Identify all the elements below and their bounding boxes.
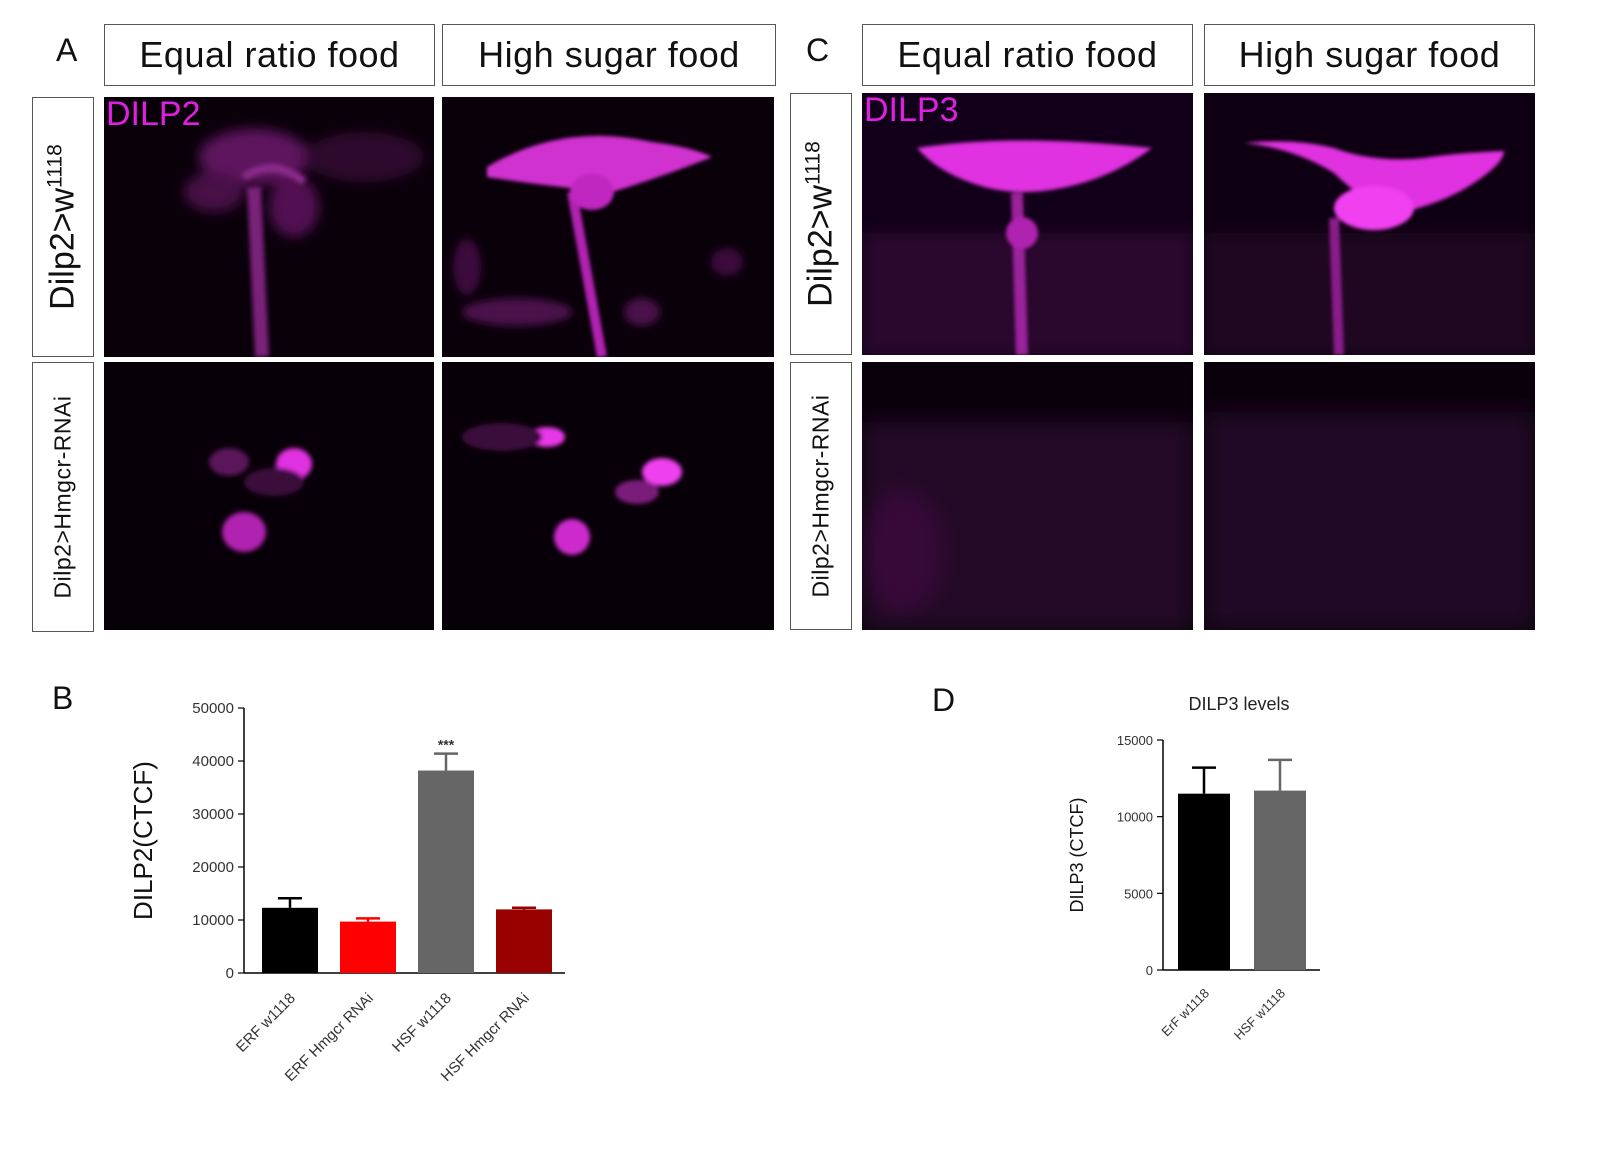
y-tick-label: 5000 [1124,886,1153,901]
x-tick-label: ErF w1118 [1158,986,1212,1040]
row-label-control: Dilp2>w [801,184,840,307]
y-axis-label: DILP2(CTCF) [128,761,158,920]
y-tick-label: 40000 [192,753,234,770]
micrograph-dilp2-rnai-erf [104,362,434,630]
y-tick-label: 0 [226,965,234,982]
row-label-control-superscript: 1118 [43,144,67,188]
bar [418,770,474,973]
chart-b-group: 0 10000 20000 30000 40000 50000 DILP2(CTCF) ERF… [128,700,565,1085]
panel-letter-c: C [806,32,830,68]
y-tick-label: 10000 [1117,810,1153,825]
bar [496,909,552,973]
y-axis-label: DILP3 (CTCF) [1067,797,1087,912]
y-tick-label: 15000 [1117,733,1153,748]
panel-letter-d: D [932,682,956,718]
chart-d-group: 0 5000 10000 15000 DILP3 (CTCF) DILP3 levels E… [1067,694,1320,1043]
row-header-rnai-a: Dilp2>Hmgcr-RNAi [32,362,94,632]
chart-title: DILP3 levels [1188,694,1289,714]
y-tick-label: 50000 [192,700,234,717]
panel-letter-a: A [56,32,78,68]
column-header-equal-ratio-a: Equal ratio food [104,24,435,86]
column-header-high-sugar-c: High sugar food [1204,24,1535,86]
y-tick-label: 10000 [192,912,234,929]
x-tick-label: HSF w1118 [1231,986,1288,1043]
micrograph-dilp3-control-erf: DILP3 [862,93,1193,355]
panel-letter-b: B [52,680,74,716]
micrograph-dilp3-rnai-hsf [1204,362,1535,630]
row-label-control-superscript: 1118 [801,141,825,185]
column-header-equal-ratio-c: Equal ratio food [862,24,1193,86]
x-tick-label: HSF w1118 [389,990,455,1056]
bar [1254,790,1306,970]
significance-label: *** [438,737,455,753]
row-header-rnai-c: Dilp2>Hmgcr-RNAi [790,362,852,630]
bar [340,921,396,973]
micrograph-dilp2-control-hsf [442,97,774,357]
micrograph-dilp3-rnai-erf [862,362,1193,630]
row-label-rnai: Dilp2>Hmgcr-RNAi [807,394,834,598]
stain-label-dilp3: DILP3 [864,93,959,129]
x-tick-label: ERF Hmgcr RNAi [282,990,377,1085]
x-tick-label: HSF Hmgcr RNAi [438,990,533,1085]
row-label-rnai: Dilp2>Hmgcr-RNAi [49,395,76,599]
bar [1178,793,1230,970]
stain-label-dilp2: DILP2 [106,97,201,133]
x-tick-label: ERF w1118 [233,990,299,1056]
bar [262,907,318,973]
row-header-control-a: Dilp2>w1118 [32,97,94,357]
micrograph-dilp3-control-hsf [1204,93,1535,355]
y-tick-label: 20000 [192,859,234,876]
micrograph-dilp2-rnai-hsf [442,362,774,630]
micrograph-dilp2-control-erf: DILP2 [104,97,434,357]
column-header-high-sugar-a: High sugar food [442,24,776,86]
row-header-control-c: Dilp2>w1118 [790,93,852,355]
y-tick-label: 0 [1146,963,1153,978]
row-label-control: Dilp2>w [43,187,82,310]
y-tick-label: 30000 [192,806,234,823]
